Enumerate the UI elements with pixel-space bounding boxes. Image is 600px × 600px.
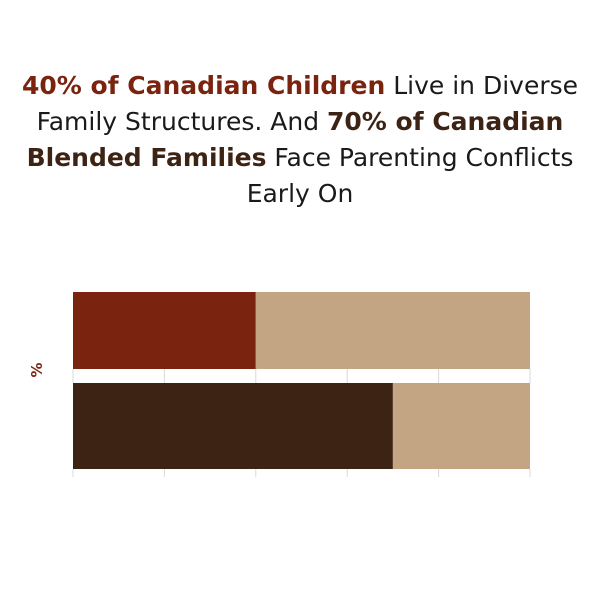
title-highlight-children: 40% of Canadian Children (21, 71, 386, 100)
title-text-1: Live in Diverse Family Structures. And (36, 71, 579, 136)
bar-2-remainder-segment (392, 383, 530, 469)
x-axis (72, 369, 531, 477)
title-highlight-blended: 70% of Canadian Blended Families (26, 107, 564, 172)
y-axis-label: % (28, 362, 46, 377)
bar-2-value-segment (73, 383, 393, 469)
bar-1-remainder-segment (255, 292, 531, 369)
bar-1-value-segment (73, 292, 256, 369)
chart-title: 40% of Canadian Children Live in Diverse… (20, 68, 580, 212)
title-text-2: Face Parenting Conflicts Early On (246, 143, 574, 208)
bars-group (73, 292, 531, 469)
